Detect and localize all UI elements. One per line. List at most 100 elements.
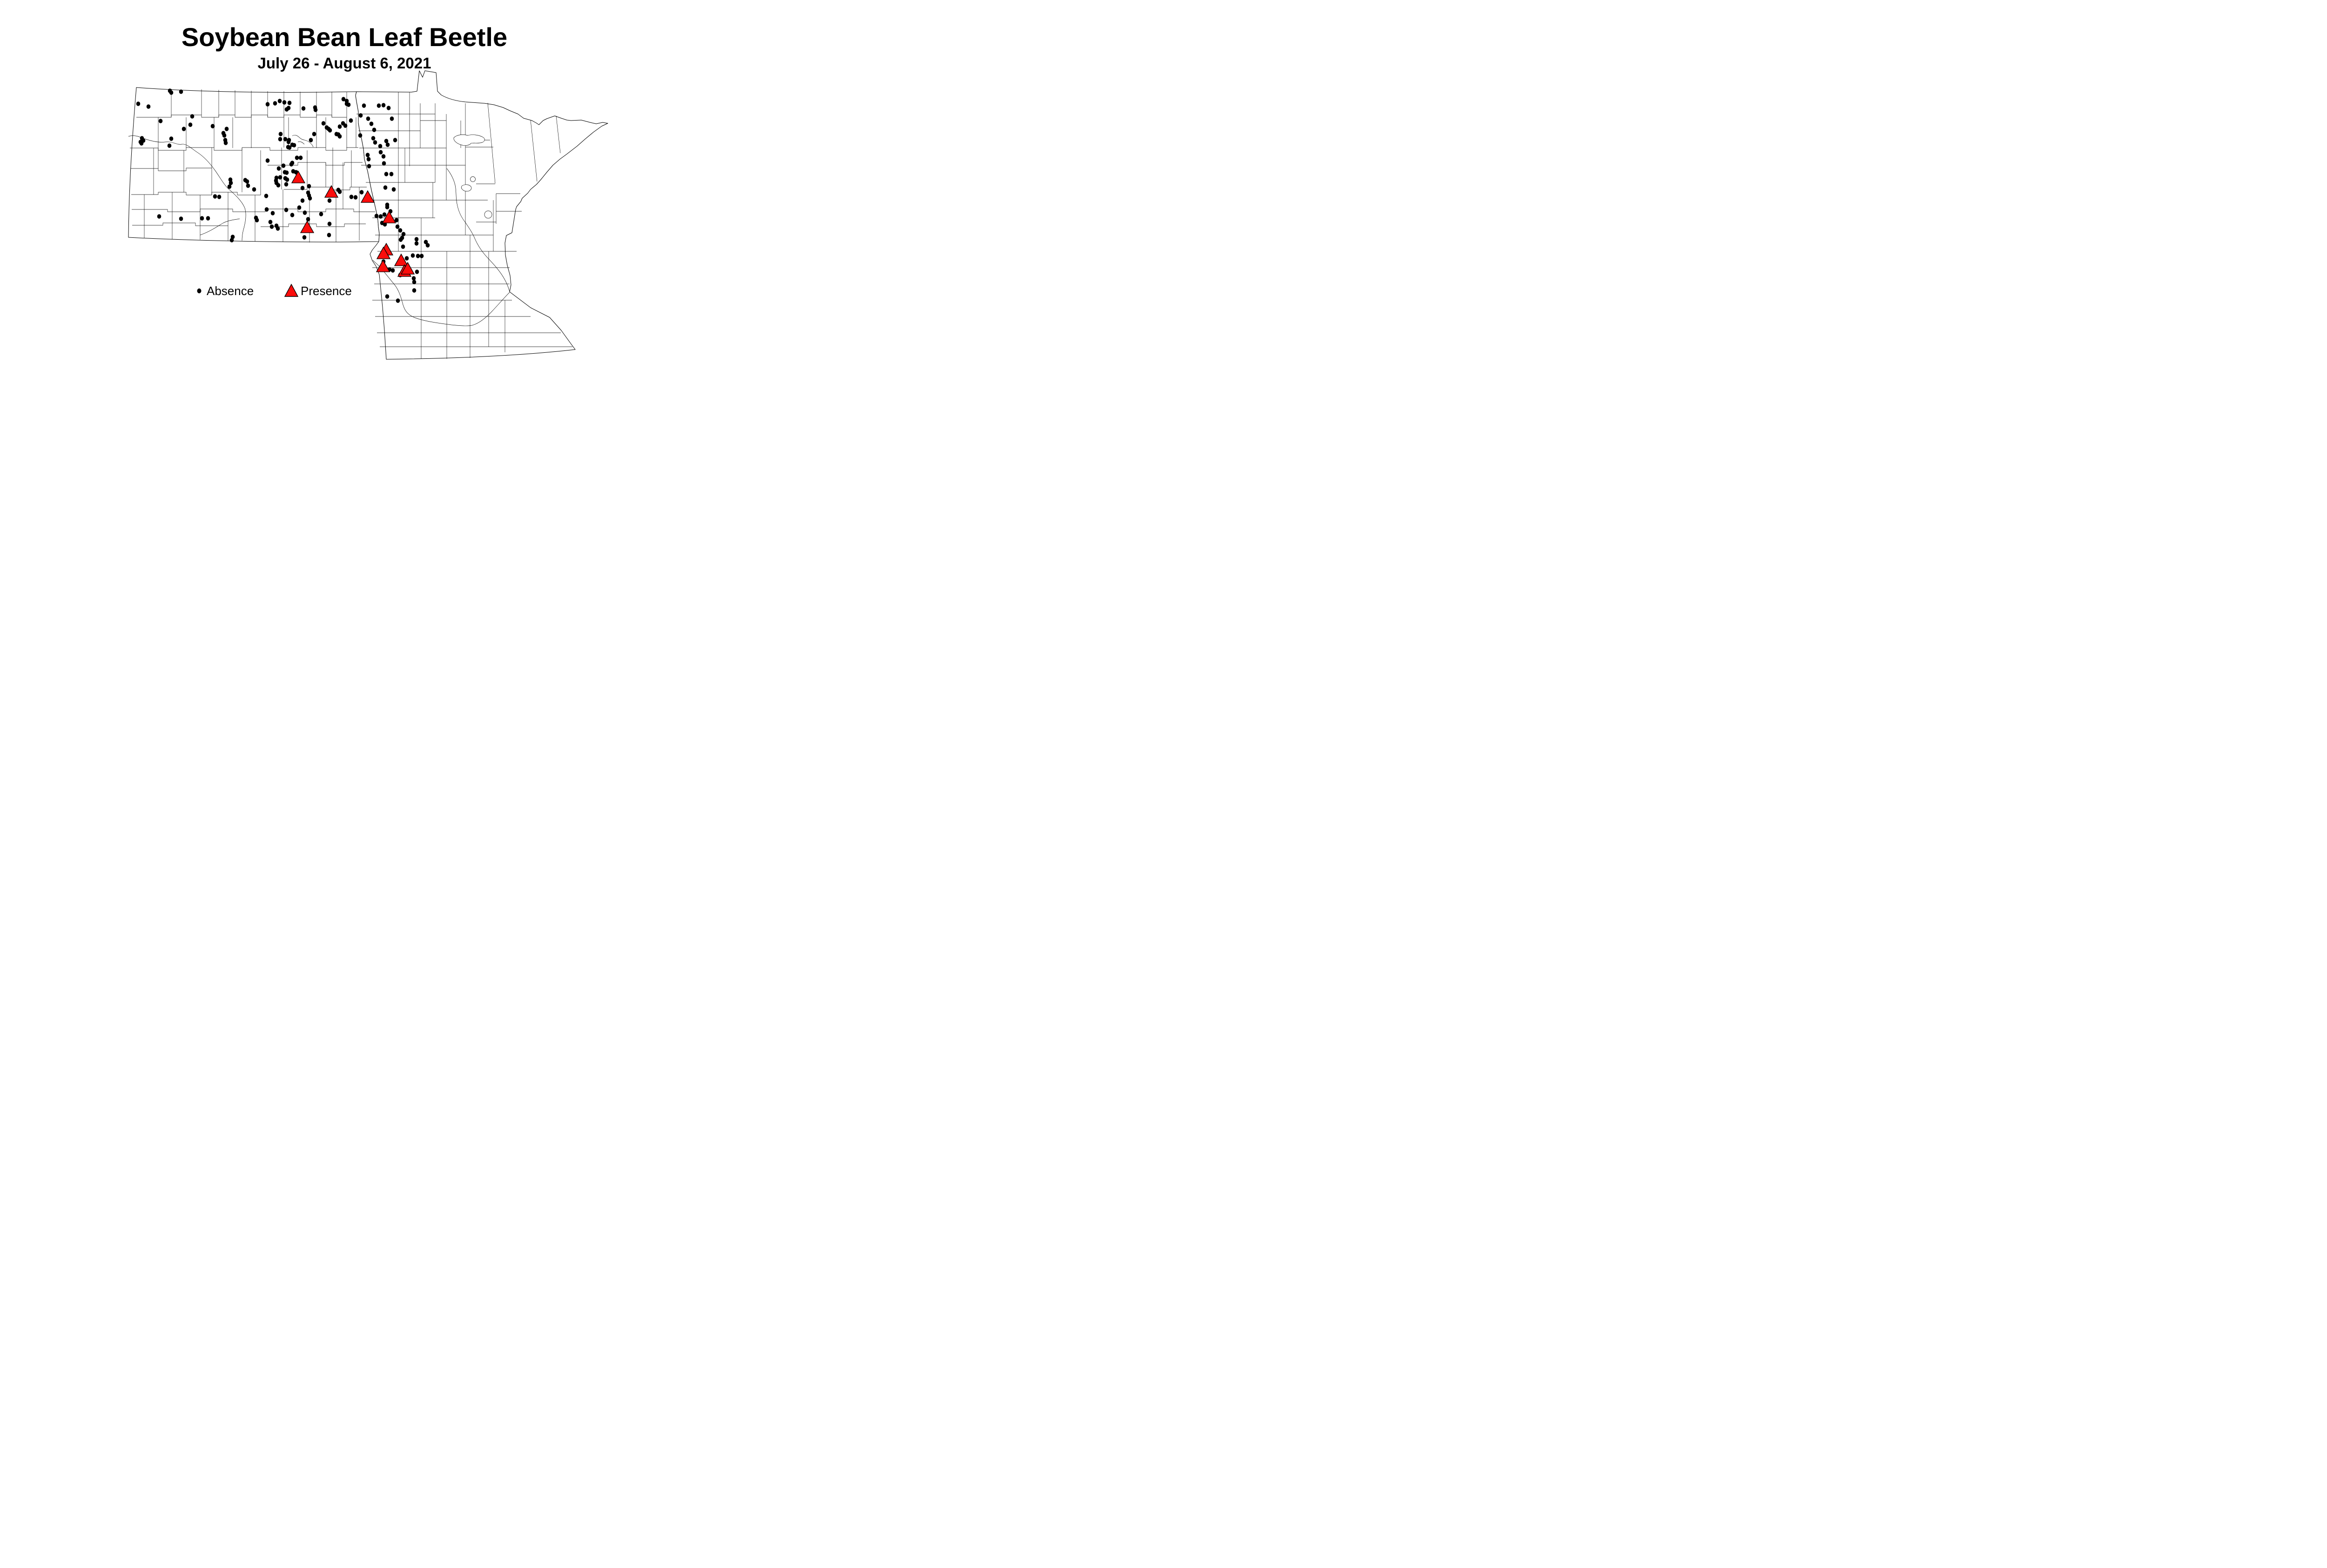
absence-dot [169,136,174,141]
absence-dot [401,244,405,249]
presence-legend-triangle-icon [284,283,299,297]
absence-dot [287,101,292,105]
absence-dot [222,133,227,138]
mille-lacs-lake [484,210,492,219]
absence-dot [349,118,353,123]
county-lines [130,89,572,359]
absence-dot [378,144,383,148]
absence-dot [265,102,270,107]
absence-dot [390,268,395,273]
absence-dot [389,172,394,176]
absence-dot [228,177,233,182]
presence-triangle [376,246,391,259]
absence-dot [378,214,383,219]
absence-dot [158,119,163,123]
absence-dot [384,172,389,176]
absence-dots [136,88,430,303]
absence-dot [378,150,383,155]
absence-dot [309,138,313,142]
absence-dot [179,216,183,221]
map-page: Soybean Bean Leaf Beetle July 26 - Augus… [0,0,715,373]
presence-triangle [394,253,409,266]
presence-triangle [300,220,315,233]
absence-dot [213,194,217,199]
absence-dot [276,226,280,231]
absence-dot [284,107,289,112]
absence-dot [416,254,420,258]
rivers-and-lakes [128,135,510,326]
absence-dot [245,179,249,184]
survey-map-canvas: Soybean Bean Leaf Beetle July 26 - Augus… [128,22,608,360]
presence-triangle [382,210,397,223]
absence-dot [410,253,415,258]
absence-dot [366,116,370,121]
absence-dot [307,184,311,188]
absence-dot [282,100,287,105]
absence-dot [385,202,390,207]
absence-dot [157,214,161,219]
absence-dot [425,243,430,248]
absence-dot [290,213,295,217]
absence-dot [224,127,229,131]
absence-dot [264,207,269,212]
absence-dot [265,158,270,163]
absence-dot [391,187,396,192]
absence-dot [337,124,342,129]
absence-dot [373,140,377,145]
absence-dot [286,140,291,144]
absence-dot [377,103,381,108]
absence-dot [393,138,397,142]
absence-dot [200,216,204,221]
absence-dot [394,218,399,222]
absence-legend-label: Absence [207,284,254,298]
absence-dot [367,164,371,168]
absence-dot [349,195,354,199]
absence-dot [369,121,374,126]
absence-dot [411,276,416,281]
absence-dot [313,108,318,112]
presence-triangles [291,170,415,277]
absence-dot [390,116,394,121]
page-subtitle: July 26 - August 6, 2021 [258,54,431,72]
absence-dot [287,145,292,150]
absence-dot [415,269,419,274]
absence-dot [179,89,183,94]
absence-dot [281,163,286,168]
absence-legend-dot-icon [197,288,202,294]
absence-dot [327,233,331,237]
absence-dot [424,240,428,244]
page-title: Soybean Bean Leaf Beetle [182,22,507,52]
cannonball-river [200,218,240,236]
absence-dot [277,99,282,103]
absence-dot [188,122,193,127]
legend: Absence Presence [197,283,352,298]
absence-dot [384,139,389,143]
presence-triangle [324,185,339,198]
absence-dot [252,187,256,192]
absence-dot [268,220,273,224]
absence-dot [385,294,390,299]
absence-dot [362,103,366,108]
presence-triangle [291,170,306,183]
absence-dot [229,181,233,185]
absence-dot [353,195,358,200]
absence-dot [365,153,370,157]
absence-dot [278,175,282,180]
absence-dot [167,143,172,148]
absence-dot [395,224,400,229]
absence-dot [255,218,259,222]
minnesota-river [372,260,510,326]
absence-dot [374,214,379,218]
absence-dot [381,103,386,108]
absence-dot [223,141,228,145]
absence-dot [270,211,275,215]
absence-dot [269,224,274,229]
red-lake [453,135,485,146]
absence-dot [398,237,403,242]
absence-dot [278,132,283,136]
absence-dot [283,137,288,141]
absence-dot [284,182,289,187]
absence-dot [246,183,250,188]
absence-dot [136,101,141,106]
missouri-river [128,135,246,241]
